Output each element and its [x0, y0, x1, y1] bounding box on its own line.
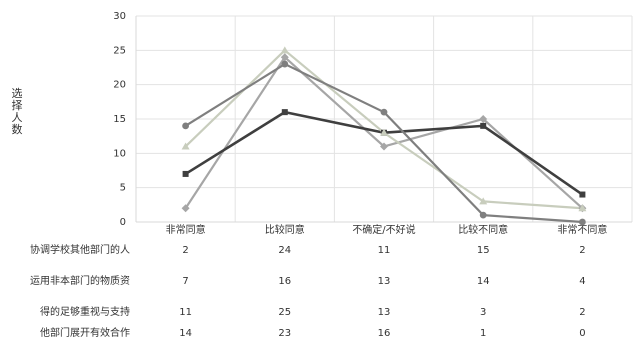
- x-tick-label: 比较同意: [265, 223, 305, 236]
- table-value: 15: [477, 245, 490, 256]
- table-value: 14: [477, 276, 490, 287]
- series-point: [479, 211, 487, 219]
- table-value: 7: [182, 276, 188, 287]
- y-tick-label: 15: [113, 114, 126, 125]
- series-point: [479, 115, 488, 123]
- y-tick-label: 5: [120, 183, 126, 194]
- table-value: 13: [378, 307, 391, 318]
- y-tick-label: 10: [113, 148, 126, 159]
- table-value: 11: [179, 307, 192, 318]
- table-value: 24: [278, 245, 291, 256]
- table-value: 3: [480, 307, 486, 318]
- series-point: [281, 60, 289, 68]
- table-value: 14: [179, 328, 192, 339]
- table-value: 2: [579, 307, 585, 318]
- table-value: 0: [579, 328, 585, 339]
- legend-series-label: 得的足够重视与支持: [40, 305, 130, 318]
- series-point: [578, 204, 587, 212]
- series-point: [380, 108, 388, 116]
- series-point: [479, 197, 488, 205]
- series-point: [281, 109, 288, 116]
- series-point: [579, 218, 586, 226]
- series-point: [380, 128, 388, 136]
- x-tick-label: 非常同意: [166, 223, 206, 236]
- y-tick-label: 0: [120, 217, 126, 228]
- table-value: 16: [278, 276, 291, 287]
- table-value: 25: [278, 307, 291, 318]
- legend-series-label: 运用非本部门的物质资: [30, 274, 130, 287]
- x-tick-label: 非常不同意: [557, 223, 607, 236]
- series-point: [181, 142, 190, 150]
- legend-series-label: 协调学校其他部门的人: [30, 243, 130, 256]
- table-value: 11: [378, 245, 391, 256]
- series-point: [579, 191, 586, 198]
- table-value: 16: [378, 328, 391, 339]
- x-tick-label: 不确定/不好说: [352, 223, 415, 236]
- y-tick-label: 20: [113, 80, 126, 91]
- series-point: [181, 204, 190, 213]
- legend-series-label: 他部门展开有效合作: [40, 326, 130, 339]
- series-point: [280, 53, 289, 62]
- series-point: [182, 122, 190, 130]
- x-tick-label: 比较不同意: [458, 223, 508, 236]
- table-value: 13: [378, 276, 391, 287]
- table-value: 23: [278, 328, 291, 339]
- y-axis-label: 选择人数: [11, 87, 23, 136]
- table-value: 1: [480, 328, 486, 339]
- series-point: [280, 46, 289, 54]
- series-point: [380, 142, 388, 151]
- y-tick-label: 30: [113, 11, 126, 22]
- table-value: 2: [579, 245, 585, 256]
- series-point: [182, 170, 189, 177]
- series-point: [480, 122, 487, 129]
- table-value: 2: [182, 245, 188, 256]
- table-value: 4: [579, 276, 585, 287]
- y-tick-label: 25: [113, 45, 126, 56]
